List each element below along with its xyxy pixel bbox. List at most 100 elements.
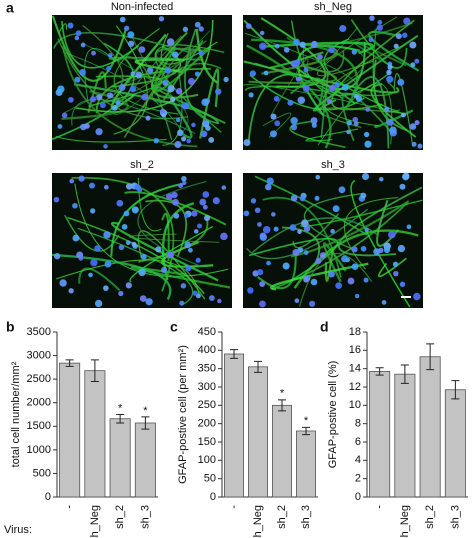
nucleus: [386, 69, 392, 76]
nucleus: [181, 136, 187, 142]
astrocyte-process: [257, 255, 297, 290]
astrocyte-process: [129, 225, 214, 283]
nucleus: [125, 183, 133, 190]
nucleus: [315, 257, 322, 264]
bar: [419, 356, 441, 498]
astrocyte-process: [377, 257, 407, 278]
bar: [295, 430, 316, 498]
astrocyte-process: [251, 217, 378, 254]
nucleus: [274, 120, 281, 127]
nucleus: [186, 138, 192, 144]
nucleus: [164, 66, 172, 74]
nucleus: [301, 219, 309, 227]
y-tick-label: 6: [355, 436, 361, 448]
nucleus: [172, 198, 179, 206]
nucleus: [354, 293, 360, 299]
astrocyte-process: [113, 28, 179, 115]
nucleus: [361, 172, 370, 181]
nucleus: [292, 249, 300, 257]
nucleus: [386, 118, 394, 126]
nucleus: [386, 75, 394, 83]
nucleus: [88, 272, 93, 278]
nucleus: [127, 31, 135, 39]
nucleus: [106, 92, 114, 99]
nucleus: [67, 22, 74, 29]
nucleus: [259, 42, 267, 50]
nucleus: [290, 124, 298, 131]
nucleus: [294, 298, 300, 304]
y-tick-label: 2: [355, 473, 361, 485]
nucleus: [287, 99, 294, 106]
nucleus: [347, 277, 355, 285]
nucleus: [183, 213, 189, 219]
image-title: sh_Neg: [314, 1, 352, 13]
nucleus: [410, 62, 416, 68]
astrocyte-process: [154, 44, 225, 133]
nucleus: [346, 129, 351, 135]
nucleus: [72, 234, 80, 242]
nucleus: [368, 37, 374, 43]
nucleus: [198, 26, 204, 32]
error-bar: [116, 414, 125, 424]
y-tick-label: 8: [355, 418, 361, 430]
astrocyte-process: [374, 109, 414, 128]
nucleus: [360, 245, 367, 252]
y-tick-label: 0: [355, 491, 361, 503]
nucleus: [191, 122, 196, 128]
nucleus: [389, 126, 397, 134]
nucleus: [397, 78, 405, 86]
nucleus: [79, 68, 86, 76]
nucleus: [352, 116, 359, 123]
astrocyte-process: [337, 186, 423, 257]
nucleus: [259, 30, 265, 36]
nucleus: [360, 192, 367, 199]
x-tick-label: sh_Neg: [89, 505, 101, 538]
nucleus: [193, 229, 199, 234]
nucleus: [254, 207, 261, 214]
error-bar: [302, 426, 310, 436]
nucleus: [175, 88, 183, 95]
nucleus: [406, 224, 412, 230]
astrocyte-process: [151, 84, 226, 125]
nucleus: [256, 268, 264, 276]
nucleus: [294, 59, 301, 66]
astrocyte-process: [290, 77, 324, 107]
astrocyte-process: [286, 22, 413, 47]
nucleus: [383, 246, 391, 254]
nucleus: [402, 32, 408, 38]
x-tick-label: sh_2: [114, 505, 126, 529]
astrocyte-process: [317, 107, 409, 129]
nucleus: [212, 197, 220, 205]
nucleus: [181, 175, 187, 182]
micrograph: [243, 172, 423, 308]
nucleus: [134, 184, 141, 191]
nucleus: [188, 247, 193, 253]
nucleus: [299, 41, 306, 48]
y-axis-label: GFAP-postive cell (%): [327, 361, 339, 469]
astrocyte-process: [124, 191, 227, 226]
nucleus: [376, 24, 383, 31]
error-bar: [141, 416, 150, 430]
nucleus: [184, 241, 191, 249]
nucleus: [369, 15, 375, 21]
astrocyte-process: [368, 30, 420, 72]
micrograph: [51, 173, 232, 308]
x-tick-label: sh_Neg: [252, 505, 264, 538]
nucleus: [399, 183, 406, 190]
nucleus: [335, 282, 343, 289]
nucleus: [259, 232, 267, 240]
nucleus: [282, 262, 290, 270]
nucleus: [84, 123, 90, 129]
nucleus: [139, 295, 147, 302]
nucleus: [208, 136, 215, 143]
nucleus: [91, 50, 96, 56]
nucleus: [411, 141, 417, 147]
nucleus: [245, 23, 252, 29]
nucleus: [303, 276, 309, 283]
astrocyte-process: [320, 71, 329, 138]
nucleus: [196, 223, 203, 229]
y-tick-label: 200: [198, 418, 216, 430]
bar: [394, 373, 416, 498]
astrocyte-process: [134, 58, 185, 74]
bar: [444, 389, 466, 498]
